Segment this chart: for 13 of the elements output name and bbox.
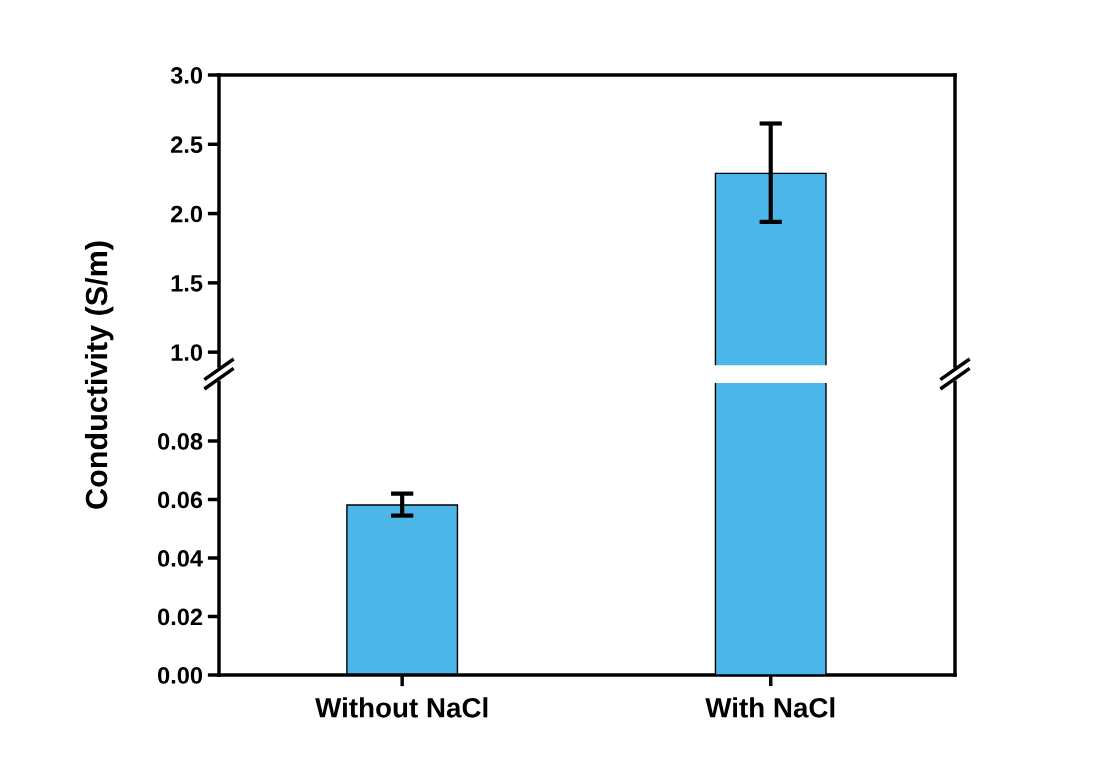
y-tick-label: 1.5: [171, 275, 203, 292]
y-tick-label: 1.0: [171, 344, 203, 361]
y-tick-label: 2.0: [171, 205, 203, 223]
y-tick-label: 0.08: [158, 433, 203, 450]
y-tick-label: 3.0: [170, 67, 203, 84]
x-tick-label: With NaCl: [705, 697, 835, 718]
x-tick-label: Without NaCl: [315, 697, 488, 718]
y-tick-label: 2.5: [171, 136, 203, 154]
y-tick-label: 0.04: [158, 550, 203, 567]
y-tick-label: 0.06: [158, 491, 203, 509]
y-tick-label: 0.00: [158, 667, 203, 684]
y-tick-label: 0.02: [158, 608, 203, 626]
y-axis-title: Conductivity (S/m): [84, 241, 114, 509]
